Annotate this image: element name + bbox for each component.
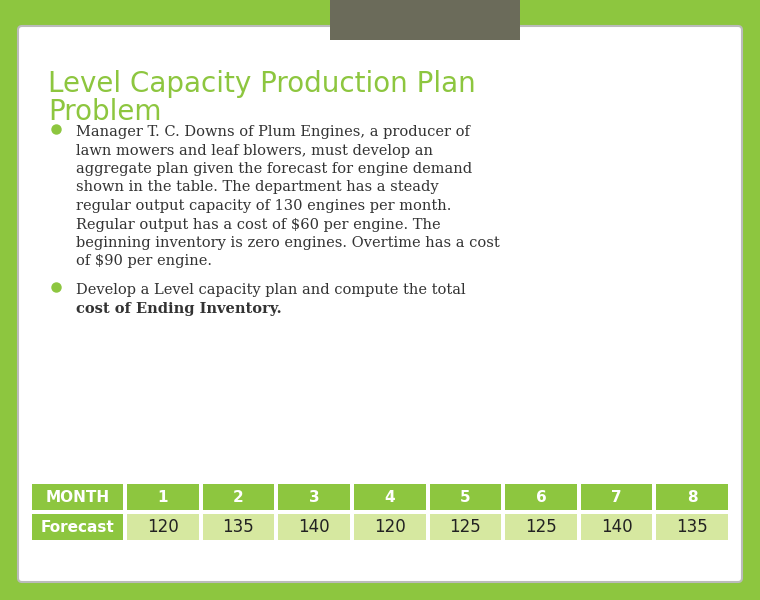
Text: shown in the table. The department has a steady: shown in the table. The department has a… bbox=[76, 181, 439, 194]
Text: cost of Ending Inventory.: cost of Ending Inventory. bbox=[76, 301, 282, 316]
Text: Regular output has a cost of $60 per engine. The: Regular output has a cost of $60 per eng… bbox=[76, 217, 441, 232]
Bar bbox=[429, 514, 501, 540]
Text: 120: 120 bbox=[147, 518, 179, 536]
Text: 135: 135 bbox=[223, 518, 255, 536]
Text: 135: 135 bbox=[676, 518, 708, 536]
Text: Develop a Level capacity plan and compute the total: Develop a Level capacity plan and comput… bbox=[76, 283, 466, 297]
FancyBboxPatch shape bbox=[18, 26, 742, 582]
Text: regular output capacity of 130 engines per month.: regular output capacity of 130 engines p… bbox=[76, 199, 451, 213]
Text: 140: 140 bbox=[298, 518, 330, 536]
Text: 120: 120 bbox=[374, 518, 406, 536]
Text: of $90 per engine.: of $90 per engine. bbox=[76, 254, 212, 269]
Bar bbox=[32, 484, 123, 510]
Bar bbox=[330, 0, 520, 40]
Bar bbox=[429, 484, 501, 510]
Text: 4: 4 bbox=[385, 490, 395, 505]
Text: 125: 125 bbox=[525, 518, 557, 536]
Bar bbox=[581, 514, 652, 540]
Bar bbox=[657, 514, 728, 540]
Bar bbox=[203, 484, 274, 510]
Bar bbox=[203, 514, 274, 540]
Text: beginning inventory is zero engines. Overtime has a cost: beginning inventory is zero engines. Ove… bbox=[76, 236, 500, 250]
Bar bbox=[581, 484, 652, 510]
Bar bbox=[278, 484, 350, 510]
Text: 3: 3 bbox=[309, 490, 319, 505]
Bar bbox=[657, 484, 728, 510]
Text: Level Capacity Production Plan: Level Capacity Production Plan bbox=[48, 70, 476, 98]
Text: 140: 140 bbox=[600, 518, 632, 536]
Text: Problem: Problem bbox=[48, 98, 161, 126]
Bar bbox=[127, 514, 198, 540]
Bar bbox=[354, 514, 426, 540]
Text: Forecast: Forecast bbox=[40, 520, 114, 535]
Text: 2: 2 bbox=[233, 490, 244, 505]
Bar bbox=[278, 514, 350, 540]
Text: lawn mowers and leaf blowers, must develop an: lawn mowers and leaf blowers, must devel… bbox=[76, 143, 433, 157]
Text: 7: 7 bbox=[611, 490, 622, 505]
Bar bbox=[505, 514, 577, 540]
Text: 5: 5 bbox=[460, 490, 470, 505]
Bar bbox=[354, 484, 426, 510]
Text: aggregate plan given the forecast for engine demand: aggregate plan given the forecast for en… bbox=[76, 162, 472, 176]
Text: MONTH: MONTH bbox=[46, 490, 109, 505]
Text: Manager T. C. Downs of Plum Engines, a producer of: Manager T. C. Downs of Plum Engines, a p… bbox=[76, 125, 470, 139]
Text: 8: 8 bbox=[687, 490, 698, 505]
Bar bbox=[505, 484, 577, 510]
Text: 1: 1 bbox=[157, 490, 168, 505]
Bar bbox=[127, 484, 198, 510]
Text: 125: 125 bbox=[449, 518, 481, 536]
Text: 6: 6 bbox=[536, 490, 546, 505]
Bar bbox=[32, 514, 123, 540]
